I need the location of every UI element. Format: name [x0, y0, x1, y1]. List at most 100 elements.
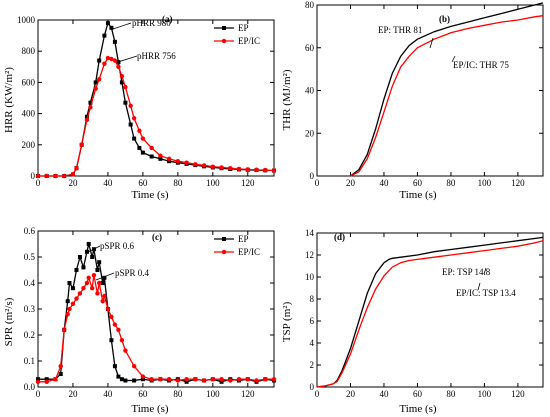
x-tick-label-d: 40 [379, 389, 389, 399]
plot-frame-b [316, 4, 544, 177]
data-point-c-ep [77, 255, 82, 259]
data-point-c-epic [119, 338, 125, 343]
legend-marker-a [222, 26, 226, 30]
data-point-c-epic [236, 377, 242, 382]
data-point-c-ep [44, 377, 49, 382]
data-point-c-ep [86, 242, 91, 246]
data-point-a-epic [193, 162, 198, 167]
data-point-a-ep [140, 150, 145, 155]
y-tick-label-a: 0 [31, 171, 36, 181]
data-point-a-epic [128, 103, 133, 109]
x-tick-label-c: 120 [241, 389, 255, 399]
y-tick-label-c: 0.0 [24, 382, 36, 392]
data-point-a-epic [102, 61, 107, 66]
data-point-c-epic [95, 291, 100, 296]
x-tick-label-b: 0 [315, 178, 320, 188]
x-tick-label-a: 120 [241, 178, 255, 188]
x-tick-label-b: 60 [413, 178, 423, 188]
data-point-a-epic [263, 167, 268, 173]
data-point-a-epic [140, 136, 146, 141]
data-point-a-epic [131, 116, 137, 121]
data-point-a-ep [137, 145, 142, 150]
data-point-a-epic [175, 158, 181, 164]
data-point-c-ep [140, 377, 145, 382]
x-tick-label-c: 80 [173, 389, 183, 399]
annotation-pointer [112, 22, 132, 30]
y-tick-label-d: 10 [305, 272, 315, 282]
data-point-a-ep [167, 159, 172, 164]
panel-d-label: (d) [334, 232, 345, 242]
data-point-a-epic [93, 86, 98, 91]
y-axis-label-d: TSP (m²) [281, 301, 293, 342]
x-tick-label-c: 0 [36, 389, 41, 399]
data-point-a-ep [88, 100, 93, 105]
x-tick-label-b: 40 [379, 178, 389, 188]
data-point-c-ep [112, 364, 117, 369]
y-tick-label-b: 60 [305, 43, 315, 53]
legend-label-a: EP/IC [238, 36, 260, 46]
data-point-a-ep [93, 80, 98, 85]
y-tick-label-d: 0 [310, 382, 315, 392]
data-point-c-epic [62, 327, 67, 332]
data-point-a-epic [70, 172, 76, 177]
annotation-pointer [483, 267, 487, 275]
data-point-c-epic [44, 379, 49, 384]
annotation-pointer [95, 272, 115, 281]
series-line-d-epic [316, 240, 544, 388]
data-point-c-epic [58, 364, 63, 369]
data-point-c-ep [74, 268, 79, 272]
x-axis-label-b: Time (s) [399, 189, 437, 201]
series-line-b-ep [350, 2, 544, 177]
x-tick-label-a: 0 [36, 178, 41, 188]
data-point-c-epic [67, 306, 72, 312]
data-point-c-epic [228, 378, 233, 383]
panel-a-label: (a) [162, 14, 173, 24]
data-point-a-epic [158, 153, 163, 158]
data-point-c-epic [158, 377, 163, 382]
y-tick-label-d: 8 [310, 294, 315, 304]
y-tick-label-c: 0.2 [24, 330, 35, 340]
y-axis-label-b: THR (MJ/m²) [281, 69, 293, 130]
annotation-tsp-epic: EP/IC: TSP 13.4 [456, 288, 516, 298]
data-point-a-epic [96, 77, 102, 82]
panel-c-label: (c) [152, 232, 162, 242]
annotation-thr-ep: EP: THR 81 [378, 25, 422, 35]
data-point-c-ep [109, 338, 114, 343]
x-tick-label-d: 60 [413, 389, 423, 399]
data-point-a-epic [79, 142, 84, 147]
panel-tsp: (d) EP: TSP 14.8 EP/IC: TSP 13.4 Time (s… [281, 228, 544, 415]
y-tick-label-a: 800 [22, 46, 36, 56]
data-point-a-ep [84, 114, 89, 119]
x-tick-label-d: 0 [315, 389, 320, 399]
data-point-a-epic [137, 128, 142, 133]
data-point-c-epic [263, 377, 268, 382]
data-point-a-epic [112, 58, 118, 63]
annotation-phrr-epic: pHRR 756 [137, 51, 176, 61]
data-point-c-ep [119, 377, 124, 382]
data-point-c-epic [245, 377, 250, 382]
data-point-a-epic [88, 105, 93, 110]
legend-label-c: EP/IC [238, 247, 260, 257]
data-point-c-epic [91, 273, 97, 278]
annotation-pointer [117, 55, 138, 63]
y-tick-label-c: 0.1 [24, 356, 35, 366]
annotation-tsp-ep: EP: TSP 14.8 [442, 267, 491, 277]
x-tick-label-c: 20 [68, 389, 78, 399]
series-line-c-ep [38, 243, 275, 383]
data-point-a-epic [62, 173, 67, 179]
data-point-a-epic [116, 64, 121, 70]
data-point-a-epic [271, 168, 277, 173]
data-point-a-epic [123, 84, 128, 90]
data-point-c-epic [100, 299, 105, 304]
legend-marker-c [222, 237, 226, 241]
y-tick-label-d: 4 [310, 338, 315, 348]
data-point-c-epic [81, 286, 86, 291]
data-point-a-ep [149, 154, 154, 159]
x-tick-label-a: 100 [206, 178, 220, 188]
data-point-c-ep [84, 249, 89, 254]
y-tick-label-b: 80 [305, 0, 315, 10]
legend-label-c: EP [238, 234, 249, 244]
data-point-c-epic [86, 275, 91, 280]
x-tick-label-c: 60 [138, 389, 148, 399]
